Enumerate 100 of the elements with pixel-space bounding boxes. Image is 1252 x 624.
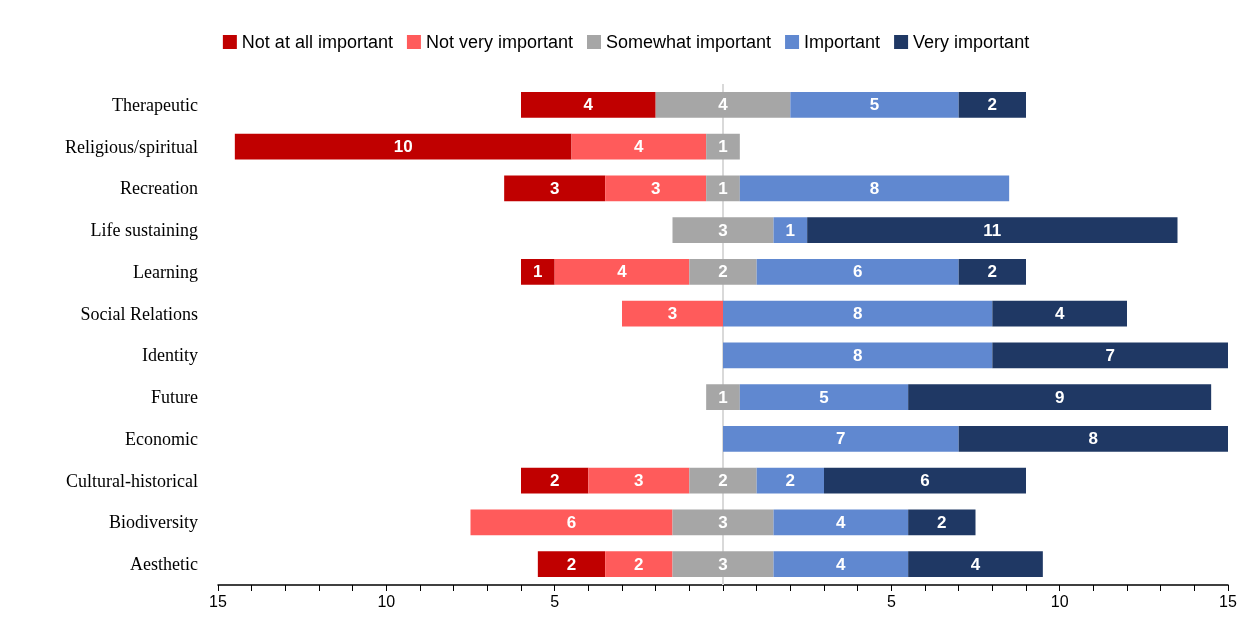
bar	[773, 217, 808, 244]
legend-label: Not at all important	[241, 32, 393, 52]
x-tick-label: 10	[1050, 592, 1069, 610]
data-label: 4	[617, 262, 628, 282]
data-label: 4	[718, 95, 729, 115]
y-tick-label: Cultural-historical	[66, 470, 198, 491]
y-tick-label: Therapeutic	[112, 94, 199, 115]
data-label: 6	[920, 471, 930, 491]
bar	[773, 551, 909, 578]
data-label: 6	[852, 262, 863, 282]
bar	[521, 467, 589, 494]
data-label: 2	[785, 471, 796, 491]
data-label: 2	[566, 554, 577, 574]
bar	[588, 467, 690, 494]
x-tick-label: 15	[1219, 592, 1237, 610]
bar	[554, 258, 690, 285]
data-label: 8	[852, 304, 863, 324]
data-label: 1	[718, 137, 728, 157]
bar	[958, 91, 1026, 118]
data-label: 4	[1054, 304, 1065, 324]
y-tick-label: Future	[151, 387, 199, 408]
bar	[521, 258, 555, 285]
bar	[992, 300, 1127, 327]
bar	[723, 300, 993, 327]
data-label: 4	[836, 554, 847, 574]
bar	[824, 467, 1026, 494]
bar	[958, 258, 1026, 285]
legend-label: Very important	[913, 32, 1030, 52]
bar	[504, 175, 606, 202]
data-label: 2	[937, 512, 947, 532]
data-label: 3	[718, 554, 728, 574]
bar	[689, 467, 757, 494]
data-label: 6	[566, 512, 577, 532]
data-label: 1	[785, 220, 796, 240]
bar	[706, 384, 740, 411]
bar	[605, 175, 707, 202]
data-label: 3	[634, 471, 644, 491]
data-label: 1	[718, 387, 728, 407]
x-tick-label: 5	[886, 592, 896, 610]
data-label: 2	[718, 262, 728, 282]
data-label: 4	[583, 95, 594, 115]
y-tick-label: Recreation	[120, 178, 198, 199]
y-tick-label: Aesthetic	[130, 554, 198, 575]
legend-label: Not very important	[425, 32, 573, 52]
bar	[739, 384, 909, 411]
bar	[908, 384, 1212, 411]
data-label: 4	[634, 137, 645, 157]
y-tick-label: Identity	[142, 345, 198, 366]
data-label: 3	[667, 304, 678, 324]
bar	[571, 133, 707, 160]
data-label: 1	[718, 178, 728, 198]
y-tick-label: Learning	[133, 261, 198, 282]
data-label: 4	[836, 512, 847, 532]
bar	[706, 175, 740, 202]
y-tick-label: Life sustaining	[90, 220, 198, 241]
data-label: 3	[549, 178, 560, 198]
y-tick-label: Economic	[125, 428, 198, 449]
data-label: 11	[983, 220, 1002, 240]
data-label: 8	[852, 345, 863, 365]
x-tick-label: 10	[377, 592, 396, 610]
bar	[672, 217, 774, 244]
bar	[234, 133, 572, 160]
bar	[672, 551, 774, 578]
bar	[908, 551, 1043, 578]
x-tick-label: 15	[209, 592, 227, 610]
y-tick-label: Biodiversity	[109, 512, 198, 533]
data-label: 5	[869, 95, 880, 115]
bar	[706, 133, 740, 160]
bar	[908, 509, 976, 536]
legend-label: Somewhat important	[605, 32, 772, 52]
data-label: 7	[836, 429, 846, 449]
bar	[756, 258, 959, 285]
y-tick-label: Social Relations	[80, 303, 198, 324]
data-label: 4	[970, 554, 981, 574]
bar	[672, 509, 774, 536]
bar	[773, 509, 909, 536]
data-label: 8	[1088, 429, 1099, 449]
bar	[521, 91, 656, 118]
data-label: 3	[718, 512, 728, 532]
bar	[723, 425, 959, 452]
bar	[622, 300, 723, 327]
x-tick-label: 5	[550, 592, 560, 610]
legend-label: Important	[804, 32, 881, 52]
data-label: 2	[718, 471, 728, 491]
data-label: 3	[718, 220, 728, 240]
data-label: 2	[634, 554, 644, 574]
bar	[689, 258, 757, 285]
data-label: 8	[869, 178, 880, 198]
data-label: 5	[819, 387, 829, 407]
data-label: 2	[987, 262, 998, 282]
bar	[807, 217, 1178, 244]
data-label: 3	[650, 178, 661, 198]
bar	[958, 425, 1228, 452]
bar	[790, 91, 959, 118]
bar	[470, 509, 673, 536]
bar	[605, 551, 673, 578]
bar	[992, 342, 1228, 369]
bar	[756, 467, 824, 494]
data-label: 10	[393, 137, 413, 157]
data-label: 9	[1054, 387, 1065, 407]
